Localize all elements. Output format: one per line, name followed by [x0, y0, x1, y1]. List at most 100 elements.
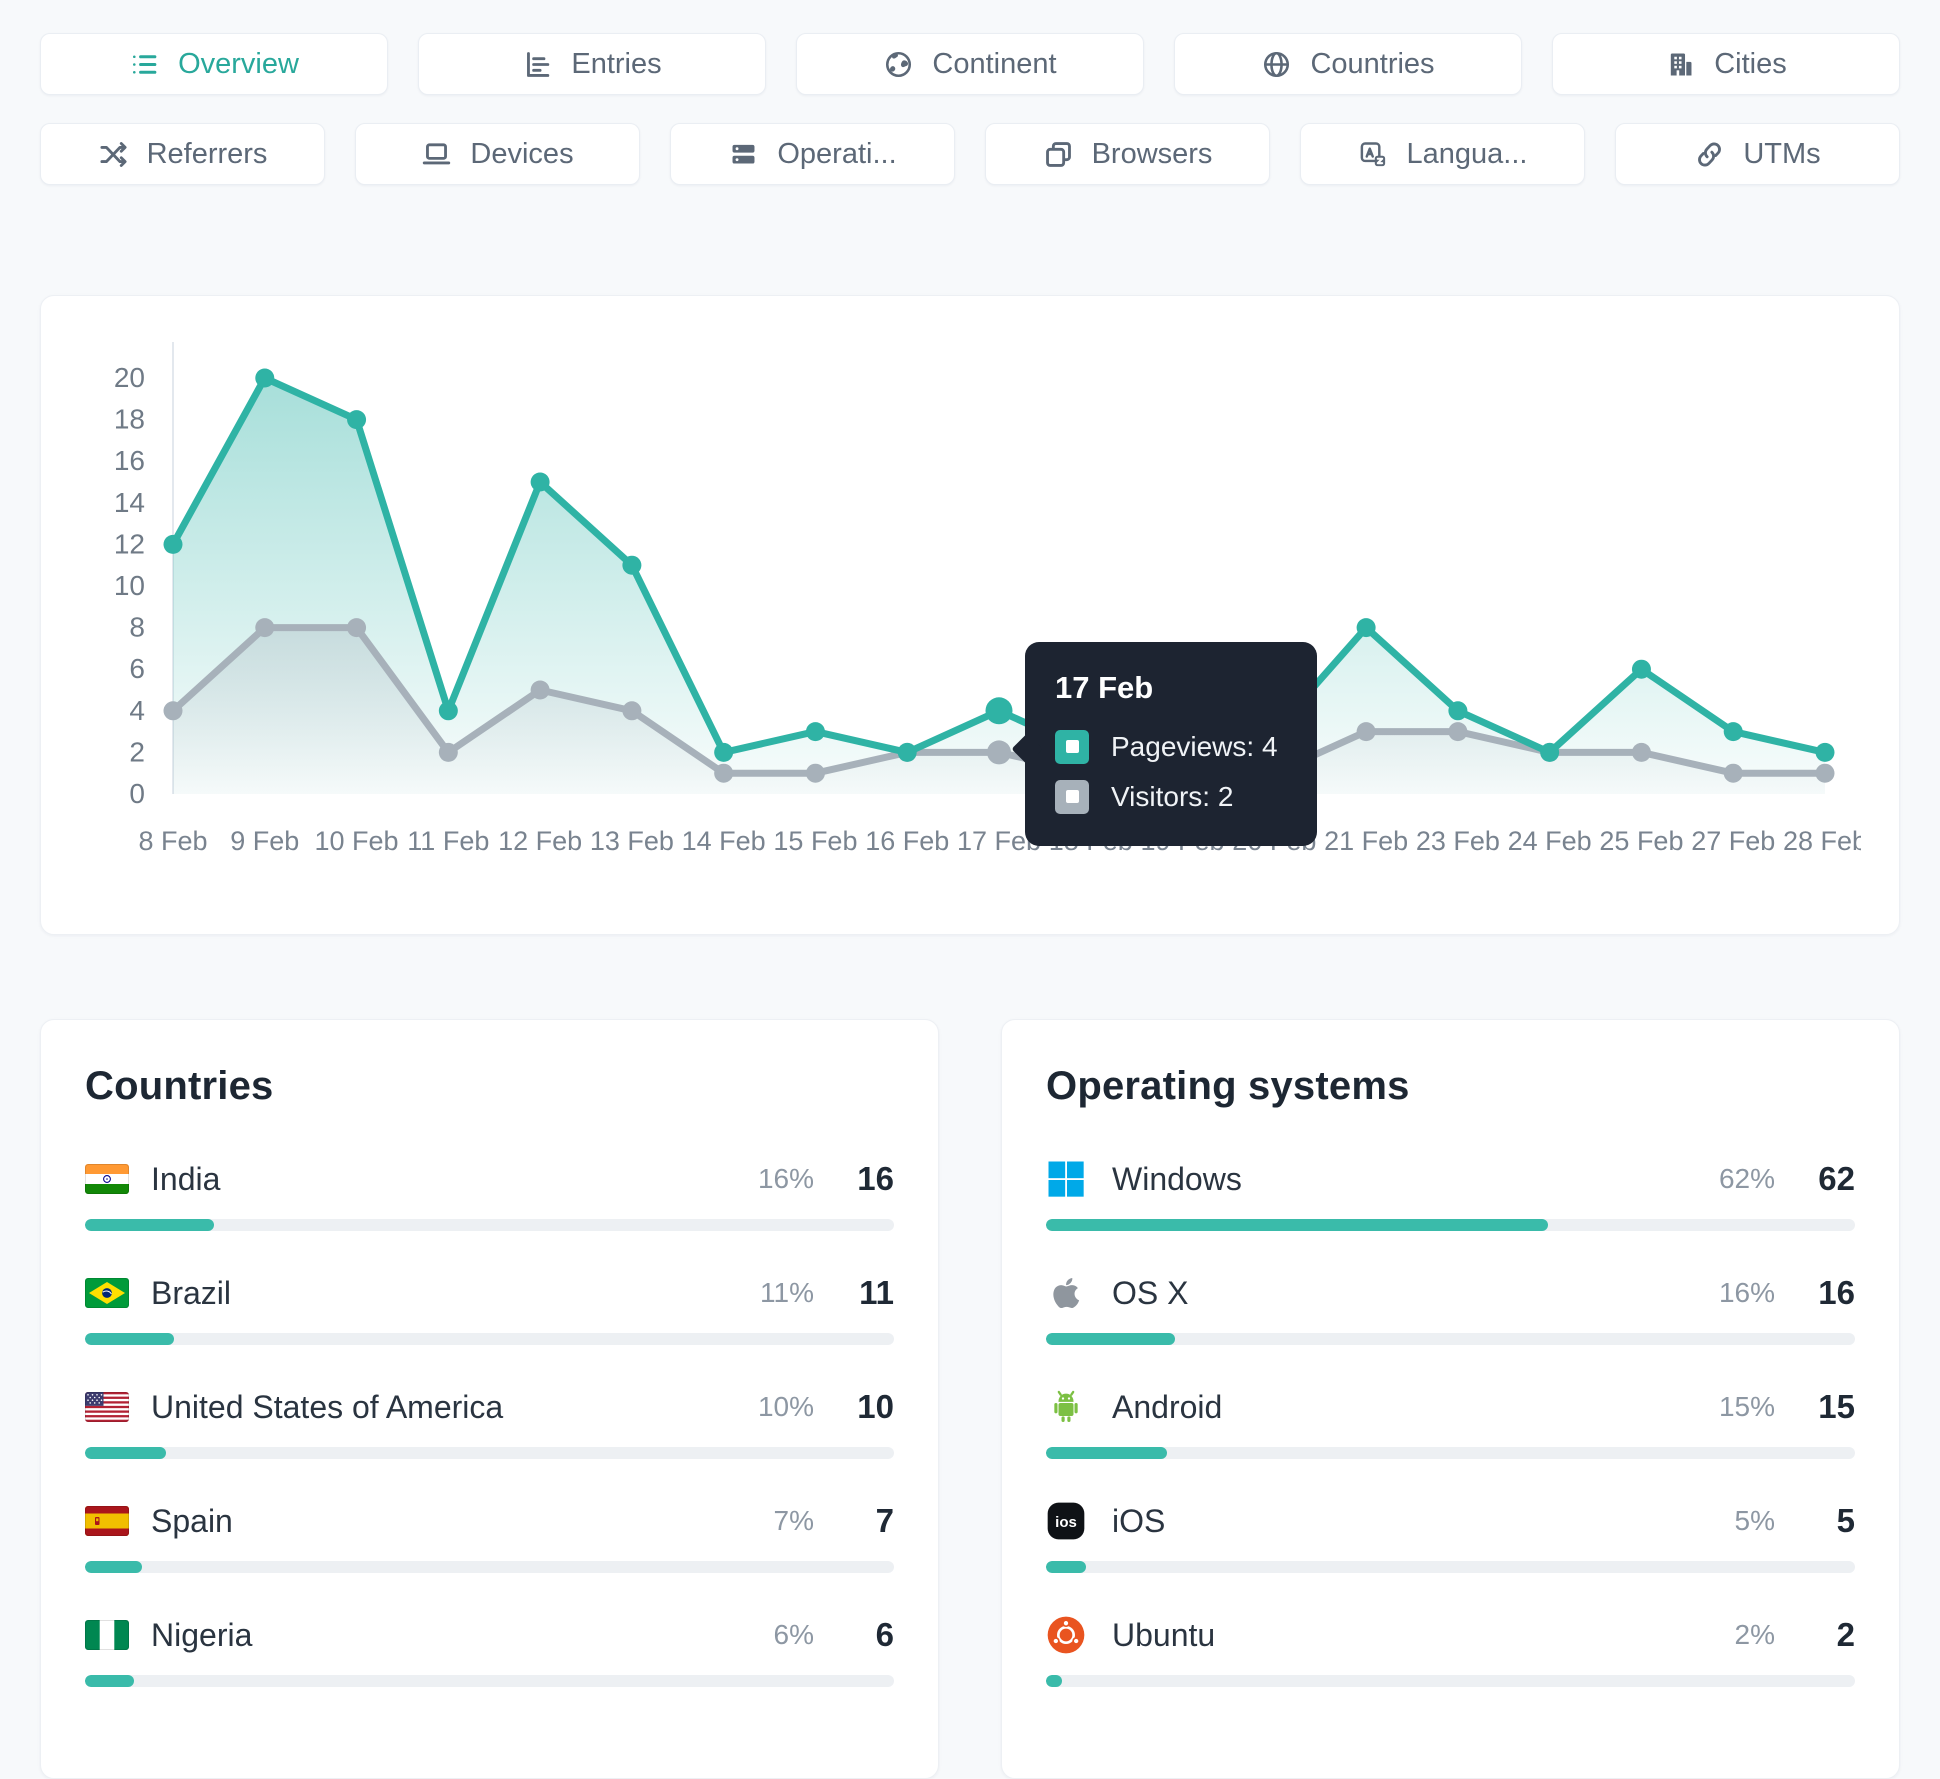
- operating-systems-list: Windows 62% 62 OS X 16% 16 Android 15% 15 ios iOS 5…: [1046, 1157, 1855, 1687]
- visitors-point-27-feb[interactable]: [1723, 763, 1743, 783]
- tab-referrers[interactable]: Referrers: [40, 123, 325, 185]
- tab-browsers[interactable]: Browsers: [985, 123, 1270, 185]
- list-item-head: Brazil 11% 11: [85, 1271, 894, 1315]
- brazil-flag-icon: [85, 1278, 133, 1308]
- pageviews-point-28-feb[interactable]: [1815, 742, 1835, 762]
- tab-cities[interactable]: Cities: [1552, 33, 1900, 95]
- visitors-point-10-feb[interactable]: [347, 618, 367, 638]
- item-percent: 10%: [757, 1391, 814, 1422]
- tab-utms[interactable]: UTMs: [1615, 123, 1900, 185]
- visitors-point-21-feb[interactable]: [1356, 722, 1376, 742]
- visitors-point-25-feb[interactable]: [1631, 742, 1651, 762]
- ubuntu-icon: [1046, 1615, 1094, 1655]
- list-item-ubuntu: Ubuntu 2% 2: [1046, 1613, 1855, 1687]
- list-item-spain: Spain 7% 7: [85, 1499, 894, 1573]
- tab-langua[interactable]: Langua...: [1300, 123, 1585, 185]
- visitors-point-13-feb[interactable]: [622, 701, 642, 721]
- chart-tooltip: 17 Feb Pageviews: 4 Visitors: 2: [1025, 641, 1317, 846]
- breakdown-grid: Countries India 16% 16 Brazil 11% 11 United St…: [40, 1019, 1900, 1779]
- translate-icon: [1358, 139, 1389, 170]
- pageviews-point-16-feb[interactable]: [897, 742, 917, 762]
- y-axis-label: 18: [114, 404, 145, 435]
- countries-list: India 16% 16 Brazil 11% 11 United States of Am…: [85, 1157, 894, 1687]
- tab-countries[interactable]: Countries: [1174, 33, 1522, 95]
- item-percent: 15%: [1718, 1391, 1775, 1422]
- x-axis-label: 25 Feb: [1599, 826, 1683, 856]
- countries-panel: Countries India 16% 16 Brazil 11% 11 United St…: [40, 1019, 939, 1779]
- progress-bar: [85, 1219, 894, 1231]
- tooltip-visitors-label: Visitors: 2: [1111, 780, 1234, 812]
- earth-icon: [883, 49, 914, 80]
- x-axis-label: 28 Feb: [1783, 826, 1861, 856]
- tooltip-visitors-row: Visitors: 2: [1055, 779, 1287, 814]
- list-item-brazil: Brazil 11% 11: [85, 1271, 894, 1345]
- server-icon: [728, 139, 759, 170]
- pageviews-point-14-feb[interactable]: [714, 742, 734, 762]
- pageviews-point-24-feb[interactable]: [1540, 742, 1560, 762]
- progress-bar: [85, 1333, 894, 1345]
- item-count: 11: [859, 1274, 894, 1311]
- pageviews-point-9-feb[interactable]: [255, 368, 275, 388]
- pageviews-point-10-feb[interactable]: [347, 410, 367, 430]
- visitors-point-17-feb[interactable]: [987, 740, 1011, 765]
- visitors-point-9-feb[interactable]: [255, 618, 275, 638]
- list-item-united-states-of-america: United States of America 10% 10: [85, 1385, 894, 1459]
- tooltip-pageviews-row: Pageviews: 4: [1055, 729, 1287, 764]
- pageviews-point-27-feb[interactable]: [1723, 722, 1743, 742]
- x-axis-label: 11 Feb: [407, 826, 489, 856]
- item-percent: 6%: [773, 1619, 814, 1650]
- visitors-point-28-feb[interactable]: [1815, 763, 1835, 783]
- tab-operati[interactable]: Operati...: [670, 123, 955, 185]
- x-axis-label: 21 Feb: [1324, 826, 1408, 856]
- list-item-head: Android 15% 15: [1046, 1385, 1855, 1429]
- list-item-head: Ubuntu 2% 2: [1046, 1613, 1855, 1657]
- x-axis-label: 24 Feb: [1508, 826, 1592, 856]
- visitors-point-12-feb[interactable]: [530, 680, 550, 700]
- x-axis-label: 10 Feb: [315, 826, 399, 856]
- item-percent: 11%: [760, 1277, 814, 1308]
- tab-overview[interactable]: Overview: [40, 33, 388, 95]
- primary-tab-bar: Overview Entries Continent Countries Cities: [40, 33, 1900, 95]
- pageviews-point-25-feb[interactable]: [1631, 659, 1651, 679]
- x-axis-label: 27 Feb: [1691, 826, 1775, 856]
- item-name: Windows: [1112, 1160, 1242, 1197]
- globe-icon: [1261, 49, 1292, 80]
- item-count: 6: [875, 1616, 894, 1653]
- pageviews-point-17-feb[interactable]: [985, 697, 1013, 725]
- tab-continent[interactable]: Continent: [796, 33, 1144, 95]
- list-item-head: ios iOS 5% 5: [1046, 1499, 1855, 1543]
- visitors-point-11-feb[interactable]: [438, 742, 458, 762]
- pageviews-point-21-feb[interactable]: [1356, 618, 1376, 638]
- tab-label: Continent: [932, 47, 1057, 80]
- progress-bar-fill: [1046, 1447, 1168, 1459]
- visitors-point-14-feb[interactable]: [714, 763, 734, 783]
- pageviews-point-11-feb[interactable]: [438, 701, 458, 721]
- visitors-point-23-feb[interactable]: [1448, 722, 1468, 742]
- pageviews-point-15-feb[interactable]: [805, 722, 825, 742]
- visitors-point-8-feb[interactable]: [163, 701, 183, 721]
- x-axis-label: 14 Feb: [682, 826, 766, 856]
- traffic-chart-card: 20 18 16 14 12 10 8 6 4 2 0 8 Feb 9 Feb 10 Feb 11 Feb 1…: [40, 295, 1900, 935]
- item-name: Brazil: [151, 1274, 232, 1311]
- tab-devices[interactable]: Devices: [355, 123, 640, 185]
- android-icon: [1046, 1387, 1094, 1427]
- tab-entries[interactable]: Entries: [418, 33, 766, 95]
- pageviews-point-13-feb[interactable]: [622, 555, 642, 575]
- item-count: 7: [875, 1502, 894, 1539]
- pageviews-point-23-feb[interactable]: [1448, 701, 1468, 721]
- visitors-point-15-feb[interactable]: [805, 763, 825, 783]
- apple-icon: [1046, 1273, 1094, 1313]
- item-count: 16: [1818, 1274, 1855, 1311]
- item-percent: 16%: [757, 1163, 814, 1194]
- pageviews-point-12-feb[interactable]: [530, 472, 550, 492]
- tab-label: UTMs: [1743, 137, 1821, 170]
- progress-bar-fill: [85, 1219, 215, 1231]
- progress-bar-fill: [85, 1333, 174, 1345]
- x-axis-label: 23 Feb: [1416, 826, 1500, 856]
- chart-area[interactable]: 20 18 16 14 12 10 8 6 4 2 0 8 Feb 9 Feb 10 Feb 11 Feb 1…: [81, 326, 1867, 904]
- pageviews-point-8-feb[interactable]: [163, 534, 183, 554]
- progress-bar: [85, 1675, 894, 1687]
- list-item-head: OS X 16% 16: [1046, 1271, 1855, 1315]
- progress-bar: [1046, 1447, 1855, 1459]
